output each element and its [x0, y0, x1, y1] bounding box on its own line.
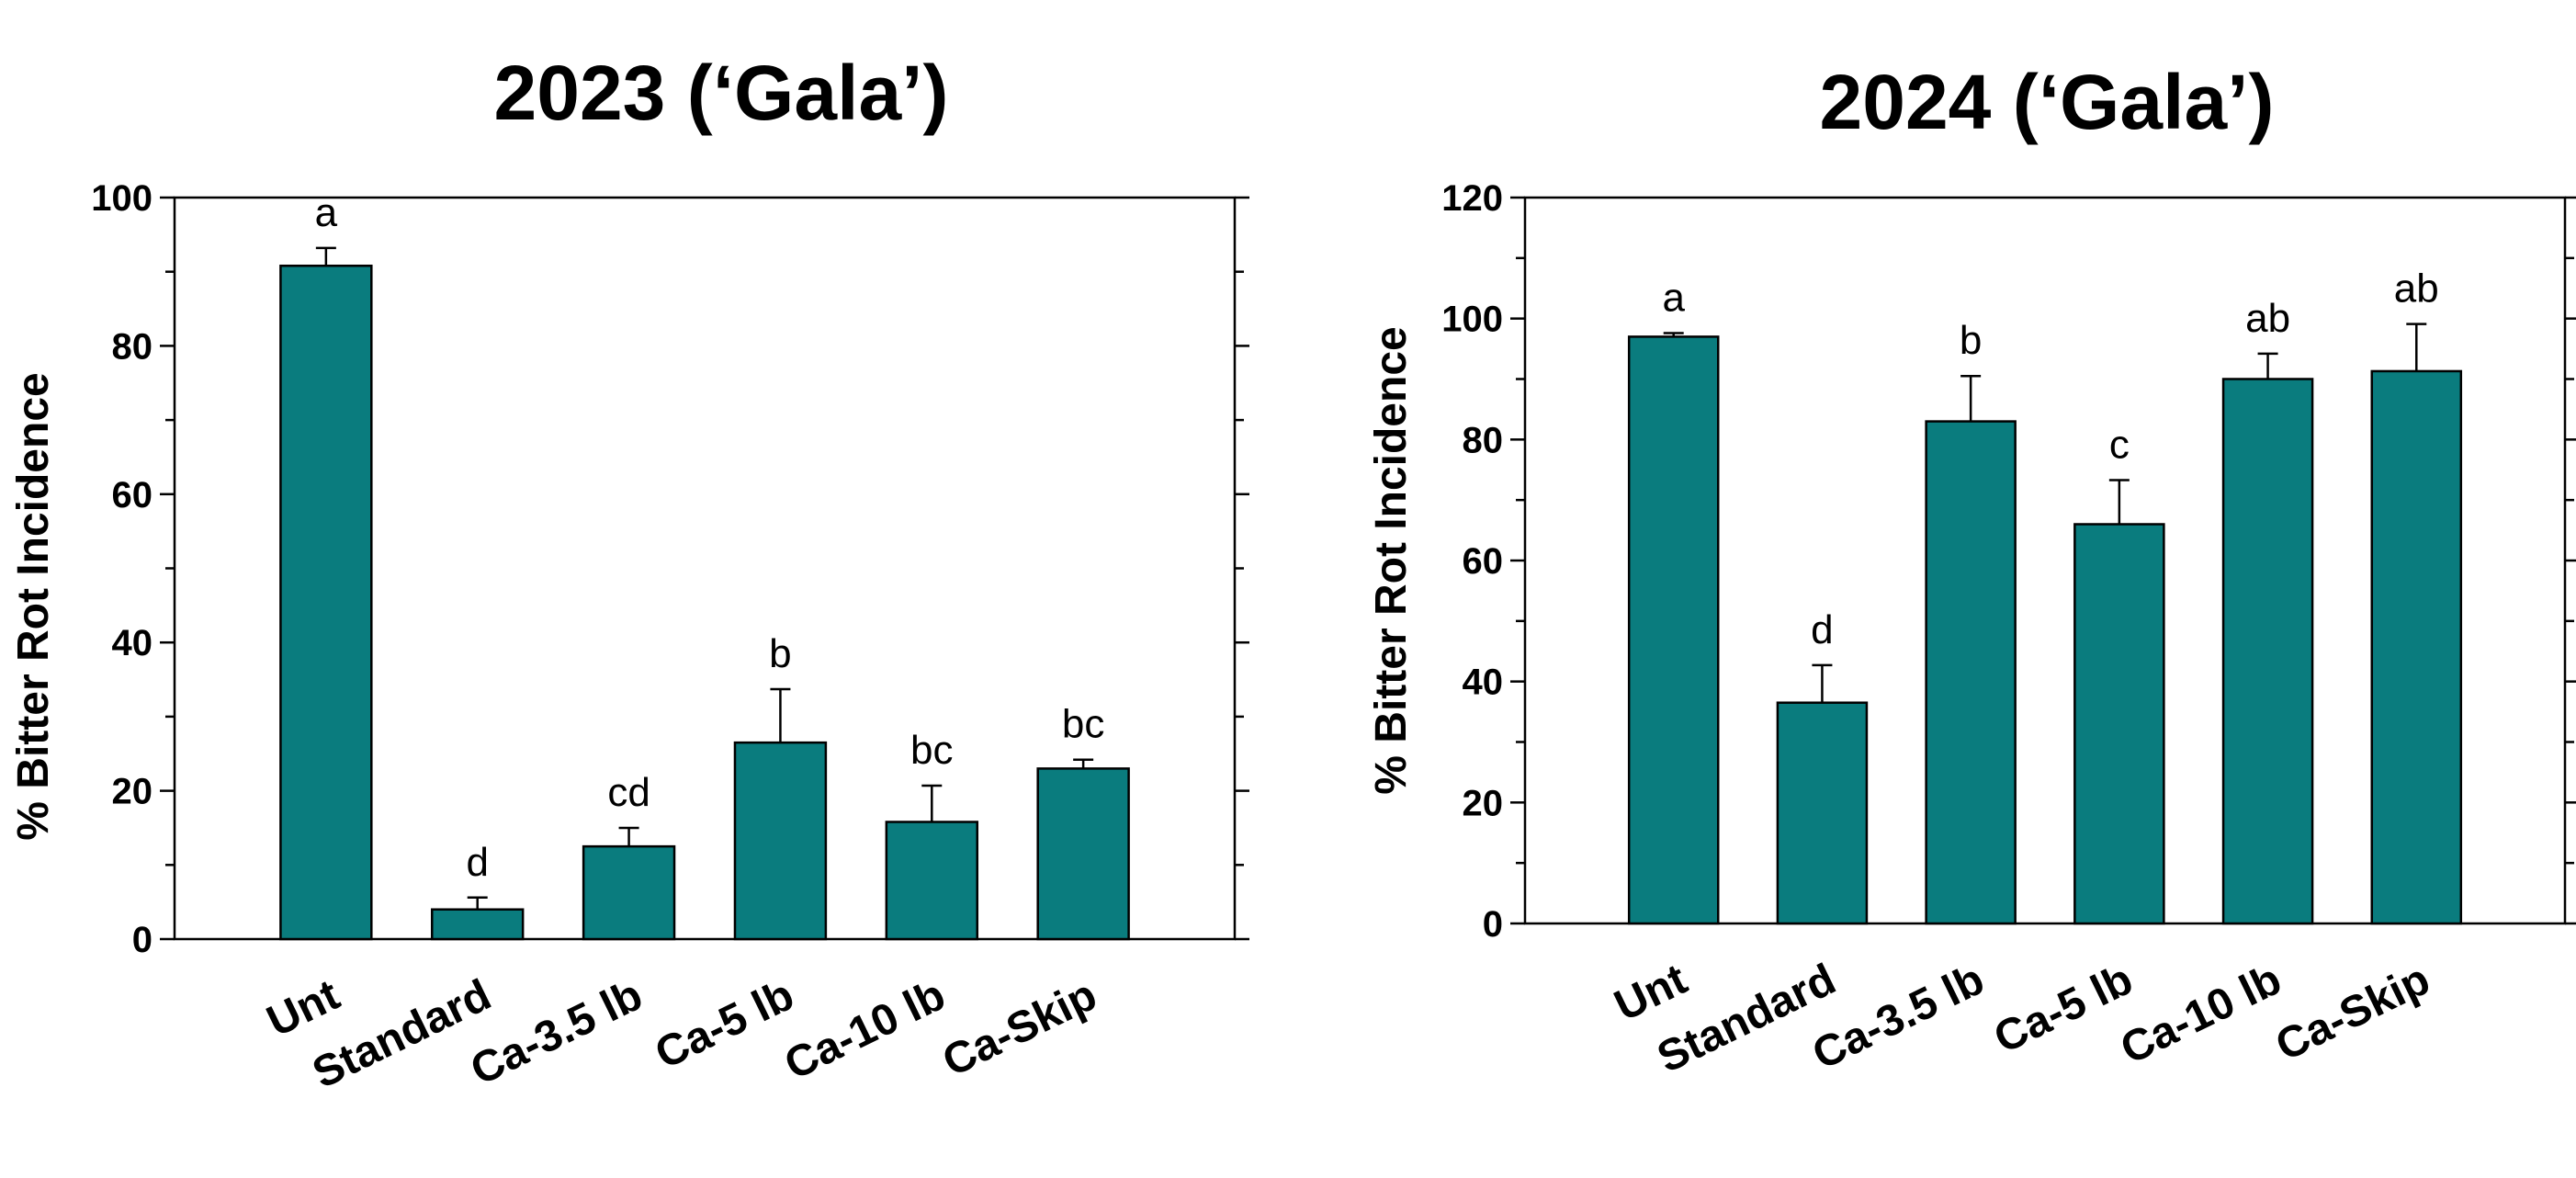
chart-2023-category-label-4: Ca-10 lb — [777, 970, 953, 1089]
chart-2024-y-tick-label: 20 — [1463, 783, 1504, 823]
chart-2023-bar-1 — [431, 908, 525, 941]
chart-2024-significance-label-2: b — [1960, 318, 1982, 363]
chart-2023-title: 2023 (‘Gala’) — [494, 50, 949, 136]
chart-2023-y-tick-label: 80 — [112, 326, 153, 367]
chart-2023-y-tick-label: 0 — [132, 920, 153, 960]
chart-2023-significance-label-3: b — [769, 631, 791, 676]
chart-2024-significance-label-4: ab — [2245, 296, 2290, 341]
chart-2023-bar-2 — [582, 844, 676, 941]
chart-2023-bar-5 — [1036, 767, 1130, 941]
chart-2024-significance-label-3: c — [2109, 422, 2130, 467]
chart-2023-significance-label-4: bc — [910, 728, 953, 773]
chart-2024-y-tick-label: 40 — [1463, 663, 1504, 703]
chart-2024-y-tick-label: 0 — [1483, 904, 1503, 945]
chart-2023-category-label-0: Unt — [260, 970, 347, 1047]
chart-2024-bar-2 — [1925, 420, 2017, 925]
chart-2024-y-tick-label: 120 — [1441, 178, 1503, 219]
chart-2023-bar-3 — [733, 741, 828, 941]
chart-2023-y-tick-label: 60 — [112, 475, 153, 515]
chart-2023-significance-label-1: d — [466, 840, 488, 885]
chart-2024-title: 2024 (‘Gala’) — [1820, 59, 2275, 145]
chart-2023-category-label-2: Ca-3.5 lb — [463, 970, 650, 1094]
chart-2024-y-tick-label: 100 — [1441, 300, 1503, 340]
chart-2023-y-axis-title: % Bitter Rot Incidence — [9, 372, 58, 840]
chart-2023-significance-label-2: cd — [607, 770, 650, 815]
chart-2024-category-label-2: Ca-3.5 lb — [1805, 955, 1992, 1079]
chart-2024-category-label-0: Unt — [1607, 955, 1694, 1031]
chart-2024-category-label-3: Ca-5 lb — [1987, 955, 2141, 1063]
chart-2023-bar-4 — [885, 821, 978, 941]
chart-2023-category-label-3: Ca-5 lb — [648, 970, 801, 1079]
chart-2024-bar-4 — [2221, 378, 2314, 925]
chart-2024-significance-label-1: d — [1811, 607, 1833, 652]
chart-2024-y-tick-label: 60 — [1463, 541, 1504, 582]
chart-2024-category-label-5: Ca-Skip — [2268, 955, 2437, 1070]
chart-2024-bar-5 — [2370, 369, 2463, 925]
chart-2023-y-tick-label: 20 — [112, 772, 153, 812]
chart-2023-significance-label-0: a — [315, 190, 338, 235]
chart-2023-bar-0 — [279, 264, 373, 941]
chart-2024-panel: 2024 (‘Gala’) % Bitter Rot Incidence 0 20… — [1367, 59, 2576, 1082]
chart-2024-bar-0 — [1627, 335, 1720, 925]
chart-2024-bar-1 — [1776, 701, 1869, 925]
chart-2024-category-label-4: Ca-10 lb — [2113, 955, 2288, 1073]
chart-2023-y-tick-label: 100 — [91, 178, 153, 219]
chart-2024-y-tick-label: 80 — [1463, 420, 1504, 460]
chart-2023-category-label-5: Ca-Skip — [935, 970, 1104, 1086]
chart-2024-significance-label-5: ab — [2394, 266, 2439, 311]
chart-2024-bar-3 — [2073, 523, 2165, 925]
chart-2024-significance-label-0: a — [1662, 275, 1685, 320]
chart-2023-panel: 2023 (‘Gala’) % Bitter Rot Incidence 0 20… — [9, 50, 1249, 1098]
chart-2023-y-tick-label: 40 — [112, 623, 153, 663]
chart-2023-significance-label-5: bc — [1062, 702, 1104, 747]
chart-2024-y-axis-title: % Bitter Rot Incidence — [1367, 326, 1416, 794]
